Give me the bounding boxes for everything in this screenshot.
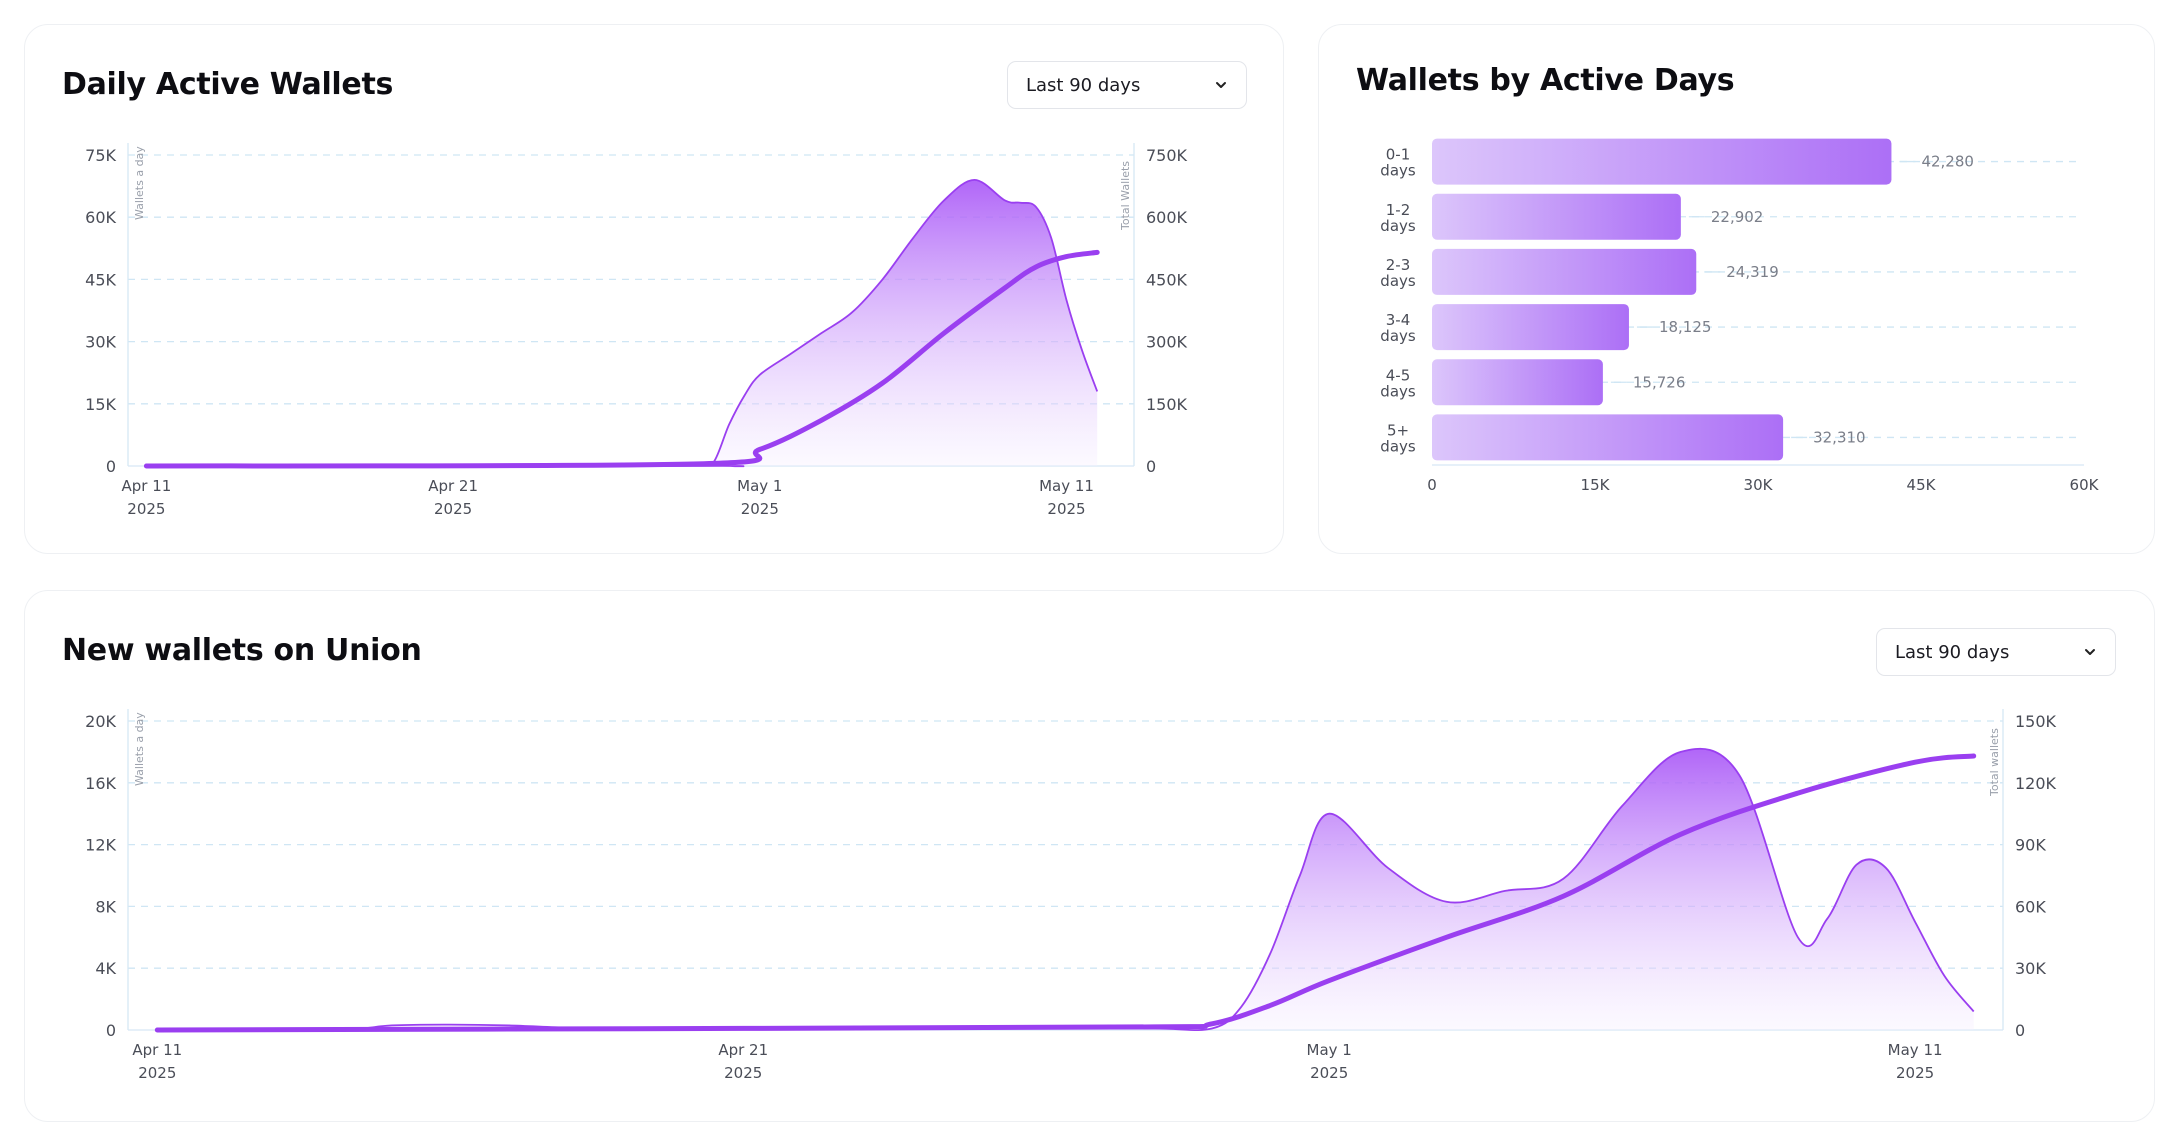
bar-value-label: 15,726 — [1633, 373, 1686, 391]
y-tick-label-left: 12K — [85, 836, 116, 855]
dropdown-value: Last 90 days — [1895, 641, 2010, 663]
card-title: Daily Active Wallets — [62, 67, 394, 102]
x-tick-year: 2025 — [1310, 1064, 1348, 1082]
category-label-unit: days — [1380, 382, 1416, 400]
time-range-dropdown[interactable]: Last 90 days — [1007, 61, 1247, 109]
time-range-dropdown[interactable]: Last 90 days — [1876, 628, 2116, 676]
y-tick-label-left: 45K — [85, 270, 116, 289]
y-axis-title-left: Wallets a day — [133, 712, 146, 786]
y-tick-label-right: 120K — [2015, 774, 2057, 793]
x-tick-label: May 1 — [737, 477, 782, 495]
category-label: 3-4 — [1386, 311, 1411, 329]
x-tick-label: 0 — [1427, 476, 1437, 494]
x-tick-label: May 1 — [1307, 1041, 1352, 1059]
bar — [1432, 138, 1892, 185]
y-tick-label-left: 0 — [106, 1021, 116, 1040]
y-tick-label-right: 0 — [1146, 457, 1156, 476]
new-wallets-card: New wallets on Union Last 90 days — [24, 590, 2155, 1122]
y-tick-label-right: 450K — [1146, 270, 1188, 289]
y-tick-label-right: 600K — [1146, 208, 1188, 227]
x-tick-year: 2025 — [724, 1064, 762, 1082]
y-axis-title-right: Total Wallets — [1119, 161, 1132, 231]
y-tick-label-left: 4K — [95, 959, 116, 978]
x-tick-label: May 11 — [1039, 477, 1094, 495]
series-area-daily — [157, 748, 1974, 1031]
category-label-unit: days — [1380, 217, 1416, 235]
y-tick-label-right: 30K — [2015, 959, 2046, 978]
bar-value-label: 22,902 — [1711, 208, 1764, 226]
x-tick-year: 2025 — [741, 500, 779, 518]
x-tick-label: 30K — [1744, 476, 1774, 494]
bar — [1432, 193, 1681, 240]
card-title: Wallets by Active Days — [1356, 63, 1735, 98]
bar-value-label: 32,310 — [1813, 428, 1866, 446]
chevron-down-icon — [2085, 649, 2095, 655]
bar — [1432, 248, 1697, 295]
x-tick-label: Apr 21 — [718, 1041, 768, 1059]
y-tick-label-right: 90K — [2015, 836, 2046, 855]
category-label: 5+ — [1387, 421, 1409, 439]
daily-active-wallets-chart: 0 0 15K 150K 30K 300K 45K 450K 60K 600K 75K 750K Wal… — [85, 143, 1188, 518]
x-tick-label: Apr 11 — [121, 477, 171, 495]
x-tick-label: 60K — [2070, 476, 2100, 494]
bar — [1432, 304, 1629, 351]
x-tick-label: 45K — [1907, 476, 1937, 494]
series-area-daily — [146, 179, 1098, 467]
category-label-unit: days — [1380, 437, 1416, 455]
y-tick-label-left: 15K — [85, 395, 116, 414]
x-tick-year: 2025 — [138, 1064, 176, 1082]
y-tick-label-left: 30K — [85, 333, 116, 352]
x-tick-label: Apr 21 — [428, 477, 478, 495]
category-label-unit: days — [1380, 272, 1416, 290]
dropdown-value: Last 90 days — [1026, 74, 1141, 96]
x-tick-label: Apr 11 — [132, 1041, 182, 1059]
new-wallets-chart: 0 0 4K 30K 8K 60K 12K 90K 16K 120K 20K 150K Wallets … — [85, 709, 2057, 1082]
category-label-unit: days — [1380, 162, 1416, 180]
x-tick-year: 2025 — [1896, 1064, 1934, 1082]
x-tick-year: 2025 — [1047, 500, 1085, 518]
series-line-total — [154, 753, 1977, 1033]
category-label-unit: days — [1380, 327, 1416, 345]
y-tick-label-right: 150K — [2015, 712, 2057, 731]
wallets-by-active-days-chart: 42,2800-1days22,9021-2days24,3192-3days1… — [1380, 138, 2100, 494]
x-tick-label: May 11 — [1888, 1041, 1943, 1059]
y-axis-title-right: Total wallets — [1988, 728, 2001, 797]
chevron-down-icon — [1216, 82, 1226, 88]
bar-value-label: 42,280 — [1921, 153, 1974, 171]
x-tick-label: 15K — [1581, 476, 1611, 494]
y-tick-label-left: 8K — [95, 897, 116, 916]
bar — [1432, 359, 1603, 406]
bar-value-label: 24,319 — [1726, 263, 1779, 281]
y-tick-label-left: 60K — [85, 208, 116, 227]
series-line-total — [143, 249, 1100, 469]
y-tick-label-right: 750K — [1146, 146, 1188, 165]
y-tick-label-left: 20K — [85, 712, 116, 731]
y-tick-label-right: 60K — [2015, 897, 2046, 916]
category-label: 1-2 — [1386, 201, 1411, 219]
y-tick-label-right: 300K — [1146, 333, 1188, 352]
card-title: New wallets on Union — [62, 633, 422, 668]
y-tick-label-right: 150K — [1146, 395, 1188, 414]
bar — [1432, 414, 1784, 461]
x-tick-year: 2025 — [434, 500, 472, 518]
y-tick-label-left: 75K — [85, 146, 116, 165]
y-tick-label-left: 0 — [106, 457, 116, 476]
y-tick-label-left: 16K — [85, 774, 116, 793]
x-tick-year: 2025 — [127, 500, 165, 518]
category-label: 0-1 — [1386, 146, 1411, 164]
y-axis-title-left: Wallets a day — [133, 146, 146, 220]
category-label: 2-3 — [1386, 256, 1411, 274]
bar-value-label: 18,125 — [1659, 318, 1712, 336]
category-label: 4-5 — [1386, 366, 1411, 384]
series-line-daily — [146, 178, 1099, 468]
y-tick-label-right: 0 — [2015, 1021, 2025, 1040]
